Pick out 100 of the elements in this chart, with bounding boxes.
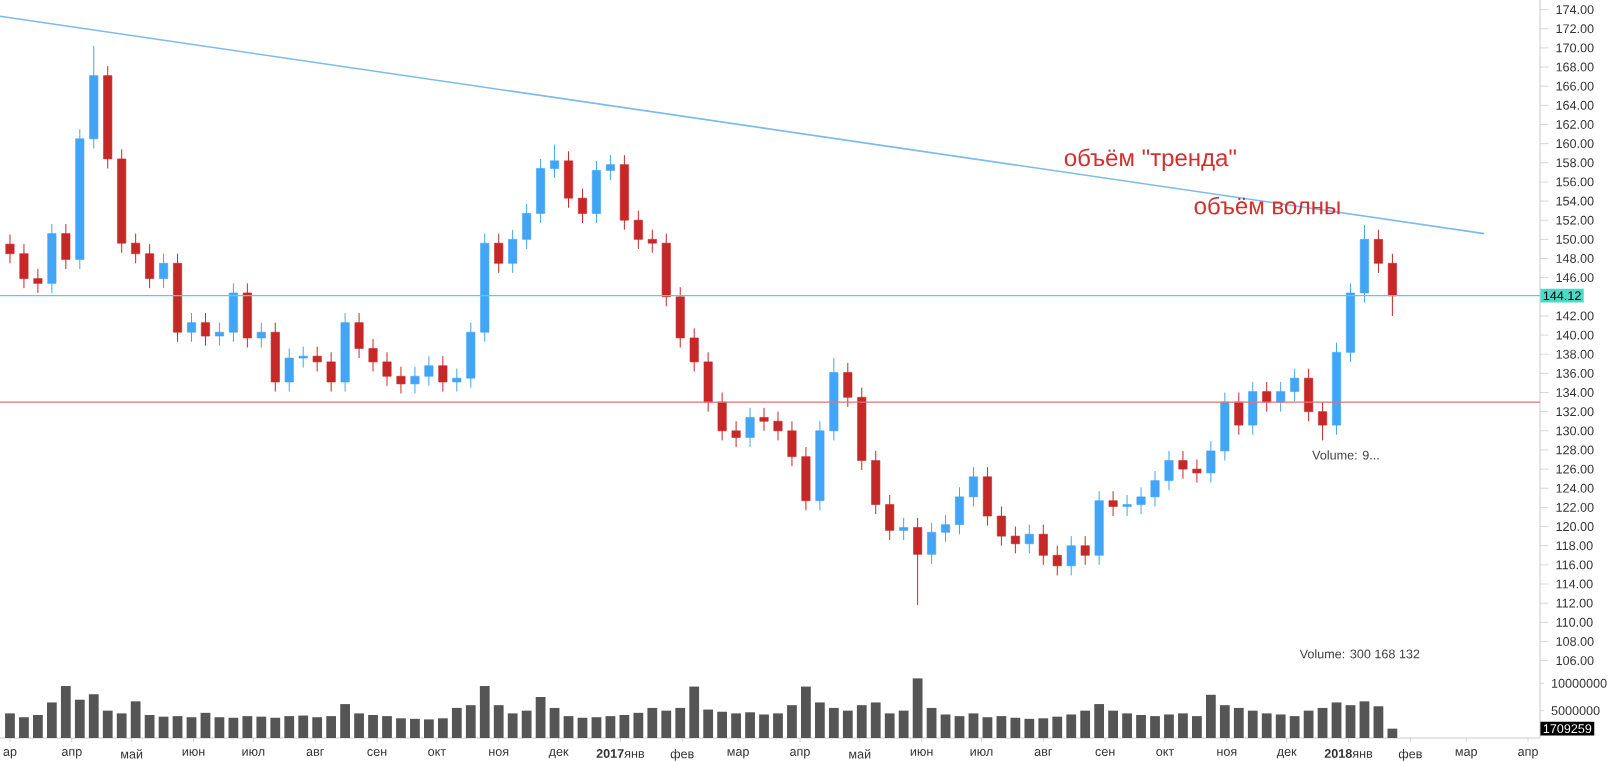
bar	[759, 714, 769, 738]
bar	[186, 717, 197, 738]
bar	[312, 717, 323, 738]
bar	[577, 717, 588, 738]
candlestick	[410, 366, 420, 394]
candlestick	[968, 466, 978, 507]
bar	[256, 716, 267, 738]
bar	[828, 707, 839, 738]
bar	[172, 716, 183, 738]
candlestick	[494, 233, 504, 274]
candlestick	[382, 351, 392, 387]
candlestick	[1234, 392, 1244, 436]
candlestick	[452, 368, 462, 393]
candlestick	[508, 229, 518, 274]
bar	[591, 717, 602, 738]
candlestick	[228, 282, 238, 343]
bar	[1233, 707, 1244, 738]
bar	[521, 710, 532, 738]
bar	[968, 713, 979, 738]
candlestick	[745, 407, 755, 448]
bar	[242, 716, 253, 738]
candlestick	[522, 203, 532, 250]
bar	[926, 707, 937, 738]
candlestick	[801, 446, 811, 511]
candlestick	[703, 351, 713, 413]
bar	[549, 707, 560, 738]
bar	[1317, 707, 1328, 738]
bar	[424, 719, 434, 738]
bar	[912, 678, 923, 738]
candlestick	[326, 351, 336, 393]
bar	[1094, 704, 1105, 738]
bar	[437, 718, 448, 738]
bar	[1331, 702, 1342, 738]
bar	[717, 711, 728, 738]
bar	[451, 707, 462, 738]
bar	[1010, 717, 1021, 738]
bar	[284, 716, 295, 738]
bar	[33, 715, 43, 738]
candlestick	[955, 486, 964, 535]
candlestick	[647, 229, 657, 254]
candlestick	[1192, 459, 1202, 484]
bar	[214, 717, 225, 738]
bar	[1136, 715, 1146, 738]
candlestick	[941, 514, 951, 543]
bar	[60, 686, 71, 738]
candlestick	[1080, 535, 1090, 566]
bar	[619, 715, 630, 738]
bar	[856, 705, 867, 738]
bar	[996, 716, 1007, 738]
candlestick	[33, 268, 43, 294]
candlestick	[731, 420, 741, 448]
candlestick	[982, 466, 992, 527]
candlestick	[1164, 450, 1174, 491]
candlestick	[214, 322, 224, 347]
bar	[940, 714, 951, 738]
bar	[158, 716, 169, 738]
bar	[228, 717, 239, 738]
bar	[647, 707, 658, 738]
candlestick	[885, 494, 895, 541]
candlestick	[1387, 253, 1397, 317]
candlestick	[1038, 524, 1048, 566]
candlestick	[913, 517, 923, 606]
bar	[1024, 718, 1035, 738]
candlestick	[242, 282, 252, 349]
bar	[842, 710, 853, 738]
candlestick	[354, 312, 364, 359]
bar	[493, 705, 504, 738]
candlestick	[1136, 486, 1146, 515]
bar	[870, 702, 881, 738]
annotation: объём "тренда"	[1064, 148, 1236, 172]
candlestick	[424, 355, 434, 387]
bar	[1150, 716, 1160, 738]
candlestick	[1373, 229, 1383, 274]
bar	[982, 717, 993, 738]
candlestick	[899, 517, 909, 541]
candlestick	[131, 233, 141, 264]
bar	[1345, 705, 1356, 738]
bar	[1359, 701, 1370, 738]
bar	[270, 717, 281, 738]
candlestick	[438, 355, 448, 393]
candlestick	[717, 392, 727, 441]
bar	[1219, 705, 1230, 738]
bar	[479, 686, 490, 738]
bar	[661, 710, 672, 738]
candlestick	[675, 286, 685, 349]
candlestick	[633, 210, 643, 250]
bar	[5, 713, 15, 738]
bar	[507, 713, 518, 738]
bar	[46, 702, 57, 738]
bar	[703, 709, 714, 738]
candlestick	[5, 234, 15, 264]
candlestick	[996, 505, 1006, 547]
candlestick	[927, 522, 937, 565]
bar	[1066, 714, 1077, 738]
candlestick	[1178, 450, 1188, 480]
candlestick	[1150, 470, 1160, 507]
bar	[563, 716, 574, 738]
bar	[88, 694, 99, 738]
candlestick	[787, 420, 797, 467]
candlestick	[871, 450, 881, 515]
